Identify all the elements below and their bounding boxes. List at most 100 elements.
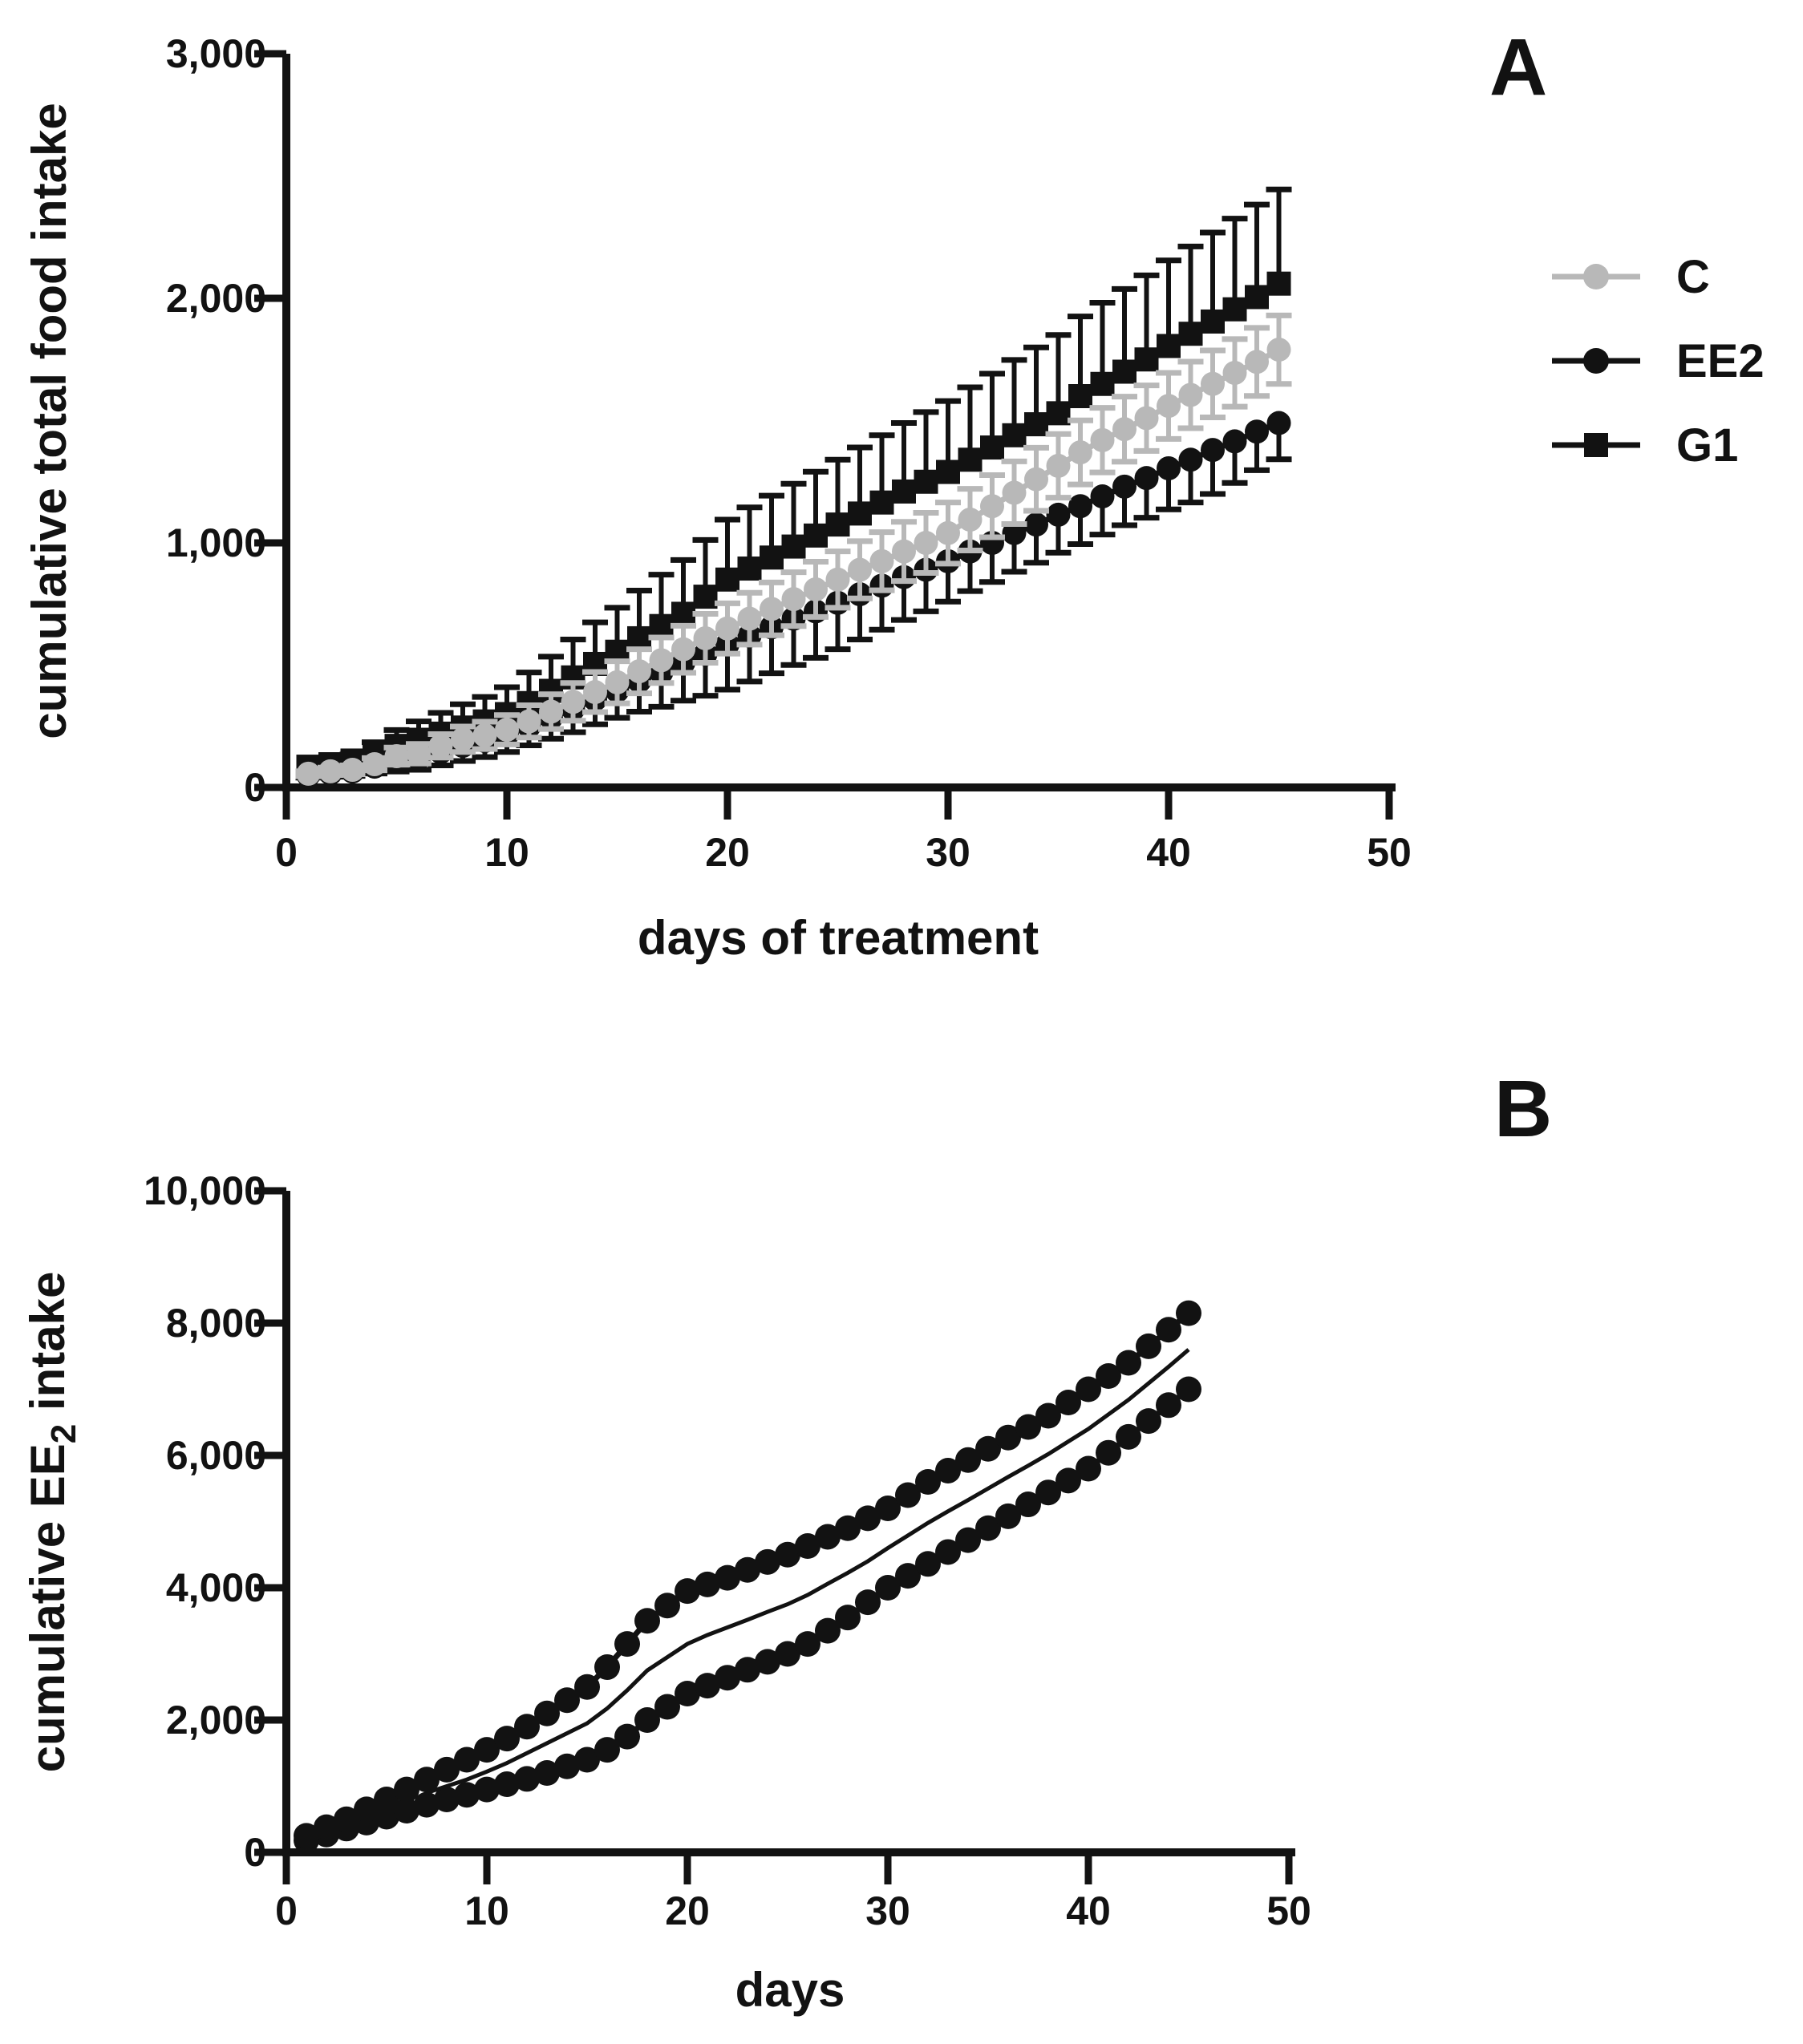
series-ee2-upper-marker xyxy=(614,1631,640,1657)
legend-label: G1 xyxy=(1676,419,1738,472)
series-g1-marker xyxy=(781,534,806,559)
series-ee2-upper-marker xyxy=(895,1482,921,1508)
series-ee2-lower-marker xyxy=(1156,1392,1181,1419)
series-c-marker xyxy=(715,616,739,641)
series-c-marker xyxy=(1266,338,1291,362)
series-ee2-lower-marker xyxy=(514,1766,540,1792)
series-g1-marker xyxy=(1178,322,1203,346)
series-ee2-upper-marker xyxy=(795,1533,820,1560)
series-ee2-upper-marker xyxy=(454,1747,480,1773)
legend-label: EE2 xyxy=(1676,335,1765,387)
series-c-marker xyxy=(451,727,475,751)
series-ee2-lower-marker xyxy=(755,1649,780,1675)
series-g1-marker xyxy=(980,435,1004,460)
series-c-marker xyxy=(384,743,409,768)
series-c-marker xyxy=(1090,427,1115,452)
series-ee2-upper-marker xyxy=(715,1564,740,1591)
series-c-line xyxy=(308,346,1281,777)
series-c-marker xyxy=(627,659,651,684)
series-ee2-marker xyxy=(1090,484,1115,509)
series-c-marker xyxy=(760,597,784,621)
series-ee2-lower-marker xyxy=(795,1631,820,1657)
series-ee2-upper-marker xyxy=(1096,1363,1121,1389)
series-c-marker xyxy=(914,531,938,555)
series-ee2-marker xyxy=(1068,494,1092,519)
series-c-marker xyxy=(649,648,674,673)
series-ee2-upper-marker xyxy=(695,1571,720,1597)
series-c-marker xyxy=(605,670,630,694)
series-ee2-marker xyxy=(1024,512,1048,537)
series-ee2-marker xyxy=(1002,520,1027,545)
series-c-marker xyxy=(848,557,872,582)
series-c-marker xyxy=(1178,382,1203,407)
series-ee2-lower xyxy=(294,1376,1201,1854)
series-ee2-upper-marker xyxy=(915,1469,941,1495)
series-c-marker xyxy=(825,567,850,592)
panel-b-x-axis-label: days xyxy=(735,1963,845,2017)
series-g1-marker xyxy=(1046,401,1071,426)
series-ee2-upper-marker xyxy=(995,1424,1021,1451)
series-ee2-lower-marker xyxy=(715,1665,740,1691)
series-ee2-upper-marker xyxy=(414,1767,440,1793)
series-ee2-upper-marker xyxy=(514,1714,540,1740)
panel-b-y-axis-label-sub: 2 xyxy=(44,1424,83,1443)
panel-a-legend: C EE2 G1 xyxy=(1552,251,1765,472)
series-g1-marker xyxy=(760,545,784,570)
legend-item-g1: G1 xyxy=(1552,419,1738,472)
series-g1-marker xyxy=(958,447,983,472)
series-ee2-lower-marker xyxy=(835,1605,861,1631)
series-ee2-upper-marker xyxy=(474,1737,500,1763)
series-ee2-upper-marker xyxy=(434,1756,460,1783)
series-ee2-lower-marker xyxy=(775,1641,800,1667)
series-ee2-upper-marker xyxy=(574,1674,600,1700)
series-ee2-lower-marker xyxy=(594,1737,620,1763)
panel-a-x-tick-label: 30 xyxy=(926,830,970,875)
series-ee2-lower-marker xyxy=(394,1798,419,1824)
series-c-marker xyxy=(693,625,718,650)
series-ee2-upper-marker xyxy=(775,1541,800,1568)
series-ee2-lower-marker xyxy=(675,1681,700,1706)
panel-a-plot: 0 1,000 2,000 3,000 0 10 20 30 40 50 xyxy=(166,31,1412,875)
series-ee2-lower-marker xyxy=(554,1753,580,1779)
series-ee2-marker xyxy=(1201,438,1225,463)
series-c-marker xyxy=(936,520,960,545)
series-ee2-upper-marker xyxy=(1176,1300,1201,1326)
series-ee2-lower-marker xyxy=(454,1782,480,1808)
series-c-marker xyxy=(671,637,695,662)
series-c-marker xyxy=(804,577,828,601)
series-ee2-upper-marker xyxy=(494,1726,520,1752)
series-c-marker xyxy=(1068,440,1092,465)
panel-b-y-axis-label-tail: intake xyxy=(21,1272,75,1424)
series-g1-marker xyxy=(1157,334,1181,358)
series-ee2-lower-marker xyxy=(855,1589,881,1616)
series-c-marker xyxy=(980,494,1004,519)
series-g1-marker xyxy=(1266,271,1291,296)
series-g1-marker xyxy=(1134,347,1159,372)
panel-b-x-tick-label: 20 xyxy=(665,1888,710,1933)
legend-circle-marker-icon xyxy=(1583,264,1609,289)
series-g1-marker xyxy=(1201,309,1225,334)
series-ee2-upper-marker xyxy=(1076,1376,1101,1402)
series-ee2-marker xyxy=(1134,466,1159,491)
series-ee2-lower-marker xyxy=(935,1539,961,1565)
panel-b-y-tick-label: 2,000 xyxy=(166,1698,266,1742)
legend-item-ee2: EE2 xyxy=(1552,335,1765,387)
series-g1-marker xyxy=(649,613,674,638)
panel-b-plot: 0 2,000 4,000 6,000 8,000 10,000 0 10 20 30 40 50 xyxy=(144,1168,1311,1933)
series-c-marker xyxy=(892,539,916,564)
series-ee2-lower-marker xyxy=(414,1791,440,1818)
panel-a-x-tick-label: 10 xyxy=(484,830,529,875)
series-g1-marker xyxy=(715,567,739,592)
series-c-marker xyxy=(1112,417,1136,442)
legend-item-c: C xyxy=(1552,251,1710,303)
series-ee2-lower-marker xyxy=(474,1776,500,1803)
series-ee2-lower-marker xyxy=(1176,1376,1201,1402)
series-c-marker xyxy=(1201,371,1225,396)
series-ee2-upper xyxy=(294,1300,1201,1849)
panel-b-y-axis-label: cumulative EE2 intake xyxy=(21,1272,83,1773)
series-ee2-lower-marker xyxy=(735,1657,760,1683)
series-ee2-upper-marker xyxy=(815,1524,841,1550)
series-g1-marker xyxy=(1068,384,1092,408)
series-ee2-marker xyxy=(1112,474,1136,499)
panel-b-y-tick-label: 6,000 xyxy=(166,1433,266,1478)
